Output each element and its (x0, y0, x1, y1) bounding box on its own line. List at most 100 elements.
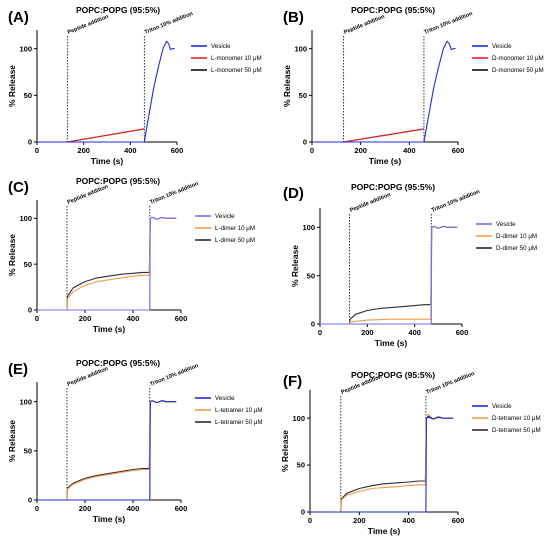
x-tick-label: 0 (308, 516, 312, 525)
y-tick-label: 50 (299, 91, 307, 100)
y-tick-label: 100 (19, 214, 32, 223)
annotation-label: Peptide addition (349, 192, 392, 214)
annotation-label: Peptide addition (67, 14, 110, 36)
chart-panel-2: (C) POPC:POPG (95:5%) 0 200 400 600 0 50 100 Time… (7, 176, 255, 334)
series-line-0 (320, 225, 458, 325)
chart-title: POPC:POPG (95:5%) (76, 176, 160, 186)
chart-title: POPC:POPG (95:5%) (76, 358, 160, 368)
y-tick-label: 50 (24, 260, 32, 269)
series-line-1 (37, 216, 177, 311)
y-axis-label: % Release (290, 245, 300, 287)
x-tick-label: 0 (35, 146, 39, 155)
y-tick-label: 100 (294, 44, 307, 53)
series-line-2 (310, 416, 454, 513)
x-tick-label: 600 (452, 146, 465, 155)
x-axis-label: Time (s) (375, 338, 408, 348)
y-tick-label: 50 (307, 271, 315, 280)
panel-letter: (F) (283, 373, 302, 390)
y-tick-label: 0 (311, 320, 315, 329)
y-tick-label: 100 (292, 414, 305, 423)
panel-letter: (B) (283, 9, 304, 26)
legend-label: Vesicle (211, 43, 231, 50)
legend-label: L-dimer 10 μM (215, 225, 255, 232)
x-axis-label: Time (s) (91, 156, 124, 166)
legend-label: L-monomer 10 μM (211, 55, 262, 62)
legend-label: Vesicle (492, 43, 512, 50)
annotation-label: Triton 10% addition (431, 189, 482, 214)
x-tick-label: 0 (35, 314, 39, 323)
series-line-0 (37, 216, 177, 311)
panel-letter: (E) (8, 361, 28, 378)
x-tick-label: 400 (127, 314, 140, 323)
x-tick-label: 400 (408, 328, 421, 337)
chart-panel-3: (D) POPC:POPG (95:5%) 0 200 400 600 0 50 100 Time… (283, 182, 537, 348)
x-tick-label: 400 (127, 504, 140, 513)
x-tick-label: 600 (175, 504, 188, 513)
y-tick-label: 0 (28, 138, 32, 147)
legend-label: Vesicle (215, 395, 235, 402)
series-line-0 (37, 40, 175, 143)
chart-title: POPC:POPG (95:5%) (351, 5, 435, 15)
x-axis-label: Time (s) (93, 514, 126, 524)
annotation-label: Peptide addition (67, 366, 110, 388)
chart-panel-4: (E) POPC:POPG (95:5%) 0 200 400 600 0 50 100 Time… (7, 358, 263, 524)
panel-letter: (A) (8, 9, 29, 26)
x-tick-label: 600 (171, 146, 184, 155)
y-tick-label: 0 (303, 138, 307, 147)
series-line-1 (320, 225, 458, 325)
y-tick-label: 0 (28, 306, 32, 315)
x-tick-label: 0 (310, 146, 314, 155)
legend-label: D-dimer 10 μM (496, 233, 537, 240)
panel-letter: (C) (8, 179, 29, 196)
chart-panel-0: (A) POPC:POPG (95:5%) 0 200 400 600 0 50 100 Time… (7, 5, 262, 166)
x-tick-label: 400 (402, 516, 415, 525)
chart-panel-5: (F) POPC:POPG (95:5%) 0 200 400 600 0 50 100 Time… (280, 370, 541, 536)
legend-label: Vesicle (492, 403, 512, 410)
legend-label: D-dimer 50 μM (496, 245, 537, 252)
legend-label: L-tetramer 50 μM (215, 419, 263, 426)
series-line-0 (312, 40, 456, 143)
x-tick-label: 600 (452, 516, 465, 525)
x-axis-label: Time (s) (369, 156, 402, 166)
series-line-2 (37, 216, 177, 311)
y-axis-label: % Release (282, 65, 292, 107)
y-tick-label: 100 (19, 44, 32, 53)
x-tick-label: 400 (124, 146, 137, 155)
y-tick-label: 50 (24, 446, 32, 455)
y-tick-label: 0 (301, 508, 305, 517)
chart-panel-1: (B) POPC:POPG (95:5%) 0 200 400 600 0 50 100 Time… (282, 5, 544, 166)
x-tick-label: 600 (175, 314, 188, 323)
series-line-1 (310, 413, 454, 513)
series-line-1 (37, 128, 145, 143)
x-tick-label: 600 (456, 328, 469, 337)
x-tick-label: 200 (77, 146, 90, 155)
legend-label: Vesicle (215, 213, 235, 220)
chart-title: POPC:POPG (95:5%) (351, 370, 435, 380)
chart-title: POPC:POPG (95:5%) (76, 5, 160, 15)
x-tick-label: 400 (403, 146, 416, 155)
series-line-2 (37, 400, 177, 501)
legend-label: Vesicle (496, 221, 516, 228)
x-tick-label: 200 (353, 516, 366, 525)
chart-title: POPC:POPG (95:5%) (351, 182, 435, 192)
series-line-2 (312, 128, 424, 143)
y-tick-label: 50 (297, 461, 305, 470)
annotation-label: Peptide addition (343, 14, 386, 36)
x-tick-label: 0 (35, 504, 39, 513)
legend-label: D-monomer 50 μM (492, 67, 544, 74)
series-line-2 (320, 225, 458, 325)
x-tick-label: 200 (79, 314, 92, 323)
y-axis-label: % Release (7, 420, 17, 462)
x-axis-label: Time (s) (368, 526, 401, 536)
panel-letter: (D) (283, 185, 304, 202)
legend-label: D-tetramer 10 μM (492, 415, 541, 422)
x-axis-label: Time (s) (93, 324, 126, 334)
x-tick-label: 200 (361, 328, 374, 337)
y-tick-label: 100 (302, 223, 315, 232)
series-line-0 (310, 415, 454, 513)
x-tick-label: 200 (354, 146, 367, 155)
y-tick-label: 50 (24, 91, 32, 100)
legend-label: D-monomer 10 μM (492, 55, 544, 62)
series-line-2 (37, 128, 145, 143)
